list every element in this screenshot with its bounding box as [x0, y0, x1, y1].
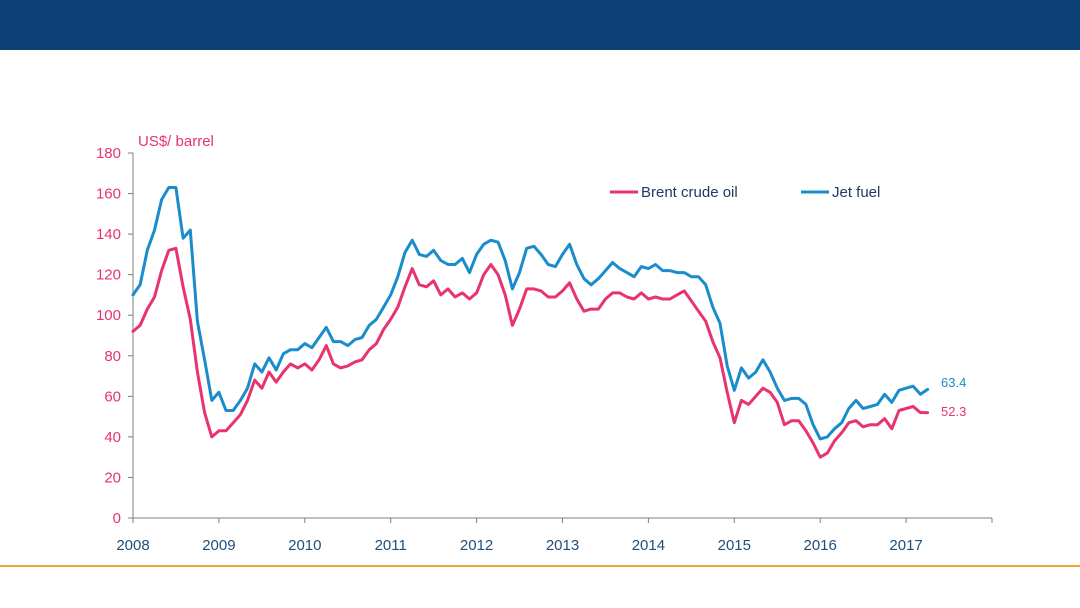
- y-tick-label: 60: [104, 388, 121, 405]
- legend-label-jet: Jet fuel: [832, 184, 880, 201]
- brent-end-label: 52.3: [941, 404, 966, 419]
- y-tick-label: 20: [104, 469, 121, 486]
- x-tick-label: 2013: [546, 537, 579, 554]
- y-tick-label: 140: [96, 226, 121, 243]
- title-banner: [0, 0, 1080, 50]
- x-tick-label: 2017: [889, 537, 922, 554]
- y-axis-unit-label: US$/ barrel: [138, 133, 214, 150]
- y-tick-label: 80: [104, 348, 121, 365]
- y-tick-label: 120: [96, 267, 121, 284]
- x-tick-label: 2012: [460, 537, 493, 554]
- y-tick-label: 100: [96, 307, 121, 324]
- x-tick-label: 2014: [632, 537, 665, 554]
- y-tick-label: 40: [104, 429, 121, 446]
- series-lines: [131, 186, 930, 459]
- series-line-brent-crude-oil: [131, 246, 930, 459]
- x-tick-label: 2015: [718, 537, 751, 554]
- x-tick-label: 2010: [288, 537, 321, 554]
- y-tick-label: 0: [113, 510, 121, 527]
- legend-label-brent: Brent crude oil: [641, 184, 738, 201]
- y-tick-label: 180: [96, 145, 121, 162]
- x-tick-label: 2009: [202, 537, 235, 554]
- x-tick-label: 2008: [116, 537, 149, 554]
- x-tick-label: 2016: [804, 537, 837, 554]
- footer-divider: [0, 565, 1080, 567]
- series-line-jet-fuel: [131, 186, 930, 441]
- jet-fuel-end-label: 63.4: [941, 375, 966, 390]
- x-tick-label: 2011: [375, 537, 407, 554]
- chart-axes: [128, 152, 993, 523]
- y-tick-label: 160: [96, 186, 121, 203]
- y-axis-tick-labels: 0 20 40 60 80 100 120 140 160 180: [96, 145, 121, 527]
- legend: Brent crude oil Jet fuel: [610, 184, 880, 201]
- x-axis-tick-labels: 2008 2009 2010 2011 2012 2013 2014 2015 2016 2017: [116, 537, 922, 554]
